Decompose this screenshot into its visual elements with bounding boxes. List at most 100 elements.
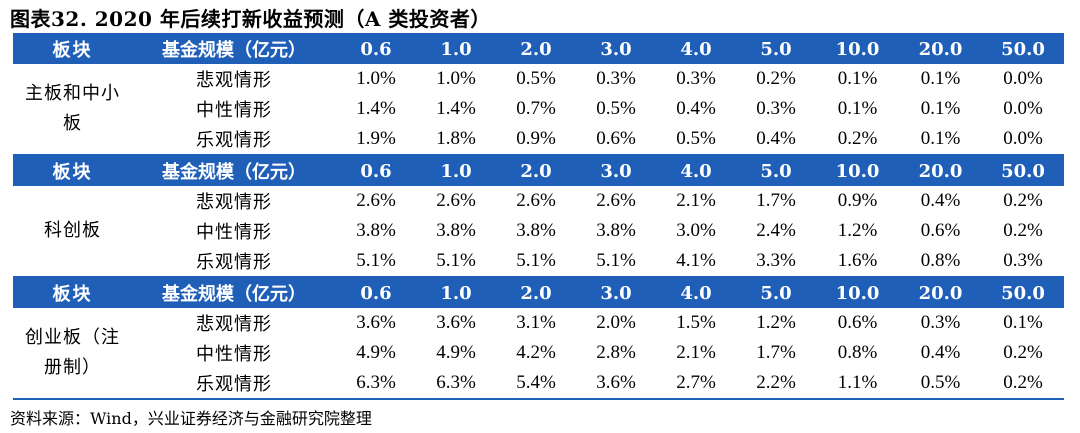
- return-value: 1.0%: [356, 68, 396, 89]
- data-row: 乐观情形 1.9% 1.8% 0.9% 0.6% 0.5% 0.4% 0.2% 0.1% 0.0%: [13, 124, 1064, 156]
- data-row: 乐观情形 6.3% 6.3% 5.4% 3.6% 2.7% 2.2% 1.1% 0.5% 0.2%: [13, 368, 1064, 400]
- return-value: 2.6%: [516, 190, 556, 211]
- return-value: 5.1%: [336, 246, 416, 278]
- return-value: 1.2%: [837, 220, 878, 241]
- header-scale-value: 5.0: [736, 277, 816, 308]
- header-board: 板块: [13, 34, 132, 64]
- header-board: 板块: [13, 277, 132, 308]
- return-value: 1.7%: [756, 190, 796, 211]
- return-value: 1.6%: [816, 246, 899, 278]
- header-scale-value: 1.0: [416, 34, 496, 64]
- scenario-label: 悲观情形: [196, 314, 272, 335]
- return-value: 0.2%: [1003, 220, 1043, 241]
- data-row: 乐观情形 5.1% 5.1% 5.1% 5.1% 4.1% 3.3% 1.6% 0.8% 0.3%: [13, 246, 1064, 278]
- scenario-label: 中性情形: [196, 100, 272, 121]
- return-value: 5.1%: [576, 246, 656, 278]
- header-scale-value: 0.6: [336, 34, 416, 64]
- return-value: 3.8%: [596, 220, 636, 241]
- return-value: 0.5%: [596, 98, 636, 119]
- return-value: 1.9%: [336, 124, 416, 156]
- return-value: 2.2%: [736, 368, 816, 400]
- return-value: 0.7%: [516, 98, 556, 119]
- return-value: 1.0%: [436, 68, 476, 89]
- return-value: 0.6%: [837, 312, 878, 333]
- data-row: 科创板 悲观情形 2.6% 2.6% 2.6% 2.6% 2.1% 1.7% 0.9% 0.4% 0…: [13, 186, 1064, 278]
- data-row: 中性情形 4.9% 4.9% 4.2% 2.8% 2.1% 1.7% 0.8% 0.4% 0.2%: [13, 338, 1064, 368]
- header-scale-value: 10.0: [816, 277, 899, 308]
- header-scale-value: 10.0: [816, 34, 899, 64]
- return-value: 3.8%: [356, 220, 396, 241]
- return-value: 1.8%: [416, 124, 496, 156]
- return-value: 3.6%: [436, 312, 476, 333]
- return-value: 4.2%: [516, 342, 556, 363]
- header-scale-value: 20.0: [899, 155, 982, 186]
- return-value: 0.4%: [920, 190, 961, 211]
- return-value: 1.7%: [756, 342, 796, 363]
- return-value: 6.3%: [416, 368, 496, 400]
- figure-title: 图表32. 2020 年后续打新收益预测（A 类投资者）: [10, 7, 491, 31]
- header-scale-value: 50.0: [982, 34, 1064, 64]
- return-value: 0.2%: [816, 124, 899, 156]
- return-value: 2.1%: [676, 190, 716, 211]
- scenario-label: 乐观情形: [132, 368, 336, 400]
- return-value: 0.8%: [837, 342, 878, 363]
- scenario-label: 中性情形: [196, 222, 272, 243]
- return-value: 2.4%: [756, 220, 796, 241]
- return-value: 0.0%: [982, 124, 1064, 156]
- data-row: 创业板（注册制） 悲观情形 3.6% 3.6% 3.1% 2.0% 1.5% 1.2% 0.6%…: [13, 308, 1064, 400]
- return-value: 0.6%: [920, 220, 961, 241]
- board-name: 创业板（注册制）: [13, 308, 132, 400]
- header-scale-value: 0.6: [336, 277, 416, 308]
- header-row: 板块 基金规模（亿元） 0.6 1.0 2.0 3.0 4.0 5.0 10.0 20.0 50.0: [13, 34, 1064, 64]
- return-value: 4.1%: [656, 246, 736, 278]
- ipo-return-forecast-table: 板块 基金规模（亿元） 0.6 1.0 2.0 3.0 4.0 5.0 10.0 20.0 50.0…: [13, 34, 1064, 400]
- header-fund-scale: 基金规模（亿元）: [132, 34, 336, 64]
- header-fund-scale: 基金规模（亿元）: [132, 277, 336, 308]
- return-value: 0.4%: [676, 98, 716, 119]
- header-scale-value: 2.0: [496, 277, 576, 308]
- return-value: 2.7%: [656, 368, 736, 400]
- return-value: 4.9%: [436, 342, 476, 363]
- return-value: 0.3%: [676, 68, 716, 89]
- header-fund-scale: 基金规模（亿元）: [132, 155, 336, 186]
- return-value: 0.2%: [982, 368, 1064, 400]
- header-scale-value: 50.0: [982, 277, 1064, 308]
- header-scale-value: 0.6: [336, 155, 416, 186]
- board-name: 主板和中小板: [13, 64, 132, 156]
- return-value: 3.8%: [516, 220, 556, 241]
- scenario-label: 悲观情形: [196, 192, 272, 213]
- scenario-label: 乐观情形: [132, 246, 336, 278]
- return-value: 0.9%: [496, 124, 576, 156]
- header-row: 板块 基金规模（亿元） 0.6 1.0 2.0 3.0 4.0 5.0 10.0 20.0 50.0: [13, 155, 1064, 186]
- scenario-label: 悲观情形: [196, 70, 272, 91]
- return-value: 1.5%: [676, 312, 716, 333]
- return-value: 1.4%: [436, 98, 476, 119]
- header-scale-value: 3.0: [576, 155, 656, 186]
- return-value: 1.1%: [816, 368, 899, 400]
- return-value: 2.1%: [676, 342, 716, 363]
- scenario-label: 中性情形: [196, 344, 272, 365]
- return-value: 0.0%: [1003, 98, 1043, 119]
- header-scale-value: 4.0: [656, 155, 736, 186]
- header-scale-value: 20.0: [899, 277, 982, 308]
- return-value: 2.8%: [596, 342, 636, 363]
- return-value: 5.1%: [496, 246, 576, 278]
- return-value: 2.6%: [356, 190, 396, 211]
- data-row: 主板和中小板 悲观情形 1.0% 1.0% 0.5% 0.3% 0.3% 0.2% 0.1% 0.…: [13, 64, 1064, 156]
- return-value: 5.1%: [416, 246, 496, 278]
- header-row: 板块 基金规模（亿元） 0.6 1.0 2.0 3.0 4.0 5.0 10.0 20.0 50.0: [13, 277, 1064, 308]
- return-value: 3.8%: [436, 220, 476, 241]
- return-value: 5.4%: [496, 368, 576, 400]
- return-value: 1.4%: [356, 98, 396, 119]
- board-name: 科创板: [13, 186, 132, 278]
- return-value: 0.3%: [920, 312, 961, 333]
- return-value: 0.5%: [516, 68, 556, 89]
- data-row: 中性情形 1.4% 1.4% 0.7% 0.5% 0.4% 0.3% 0.1% 0.1% 0.0%: [13, 94, 1064, 124]
- header-scale-value: 3.0: [576, 34, 656, 64]
- forecast-table-wrapper: 板块 基金规模（亿元） 0.6 1.0 2.0 3.0 4.0 5.0 10.0 20.0 50.0…: [13, 34, 1064, 400]
- return-value: 0.9%: [837, 190, 878, 211]
- return-value: 3.3%: [736, 246, 816, 278]
- scenario-label: 乐观情形: [132, 124, 336, 156]
- header-scale-value: 2.0: [496, 34, 576, 64]
- header-scale-value: 5.0: [736, 34, 816, 64]
